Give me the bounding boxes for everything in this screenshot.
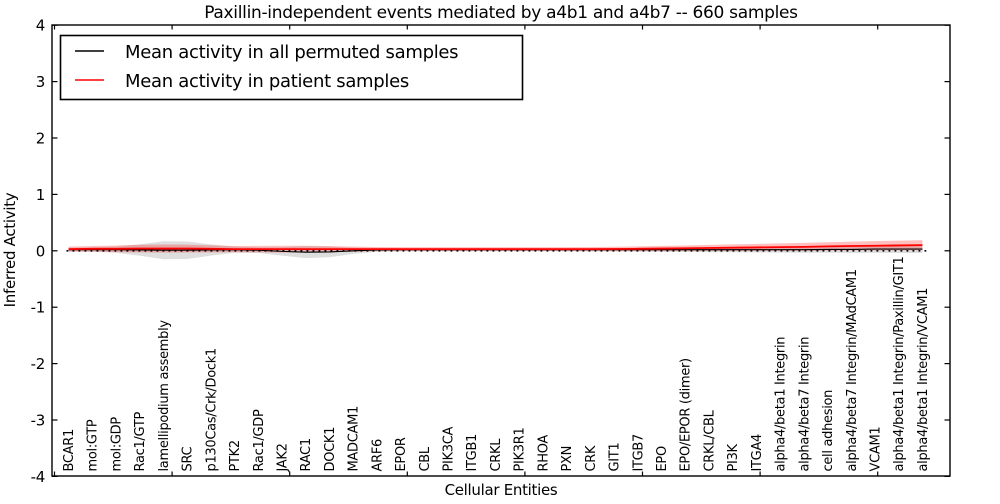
x-tick-label: mol:GTP xyxy=(86,419,101,471)
y-axis-tick-labels: -4 -3 -2 -1 0 1 2 3 4 xyxy=(31,17,46,486)
x-tick-label: Rac1/GDP xyxy=(252,409,267,471)
x-tick-label: alpha4/beta7 Integrin/MAdCAM1 xyxy=(845,269,860,471)
x-tick-label: VCAM1 xyxy=(868,427,883,472)
x-tick-label: lamellipodium assembly xyxy=(157,320,172,472)
x-tick-label: PI3K xyxy=(726,443,741,471)
x-tick-label: DOCK1 xyxy=(323,427,338,472)
y-tick-label: -2 xyxy=(31,355,45,373)
x-tick-label: CBL xyxy=(418,446,433,471)
x-tick-label: MADCAM1 xyxy=(347,406,362,472)
x-axis-tick-labels: BCAR1 mol:GTP mol:GDP Rac1/GTP lamellipodium… xyxy=(62,256,931,472)
y-tick-label: -4 xyxy=(31,468,45,486)
x-tick-label: PIK3R1 xyxy=(513,427,528,471)
x-tick-label: cell adhesion xyxy=(821,390,836,472)
x-tick-label: SRC xyxy=(181,446,196,471)
chart-title: Paxillin-independent events mediated by … xyxy=(204,3,798,23)
x-tick-label: CRK xyxy=(584,445,599,472)
x-tick-label: alpha4/beta1 Integrin/Paxillin/GIT1 xyxy=(892,256,907,471)
x-tick-label: ITGA4 xyxy=(750,434,765,472)
patient-mean-line xyxy=(68,244,923,251)
y-tick-label: 4 xyxy=(36,17,45,35)
y-tick-label: 1 xyxy=(36,186,45,204)
x-tick-label: PXN xyxy=(560,446,575,472)
x-tick-label: GIT1 xyxy=(608,443,623,472)
y-axis-title: Inferred Activity xyxy=(1,192,19,307)
y-tick-label: -3 xyxy=(31,412,45,430)
legend-label-patient: Mean activity in patient samples xyxy=(125,71,409,92)
x-axis-ticks xyxy=(53,25,879,476)
x-tick-label: alpha4/beta1 Integrin xyxy=(774,337,789,472)
x-tick-label: CRKL xyxy=(489,438,504,472)
x-tick-label: ITGB1 xyxy=(465,434,480,472)
x-axis-title: Cellular Entities xyxy=(445,481,558,499)
x-tick-label: CRKL/CBL xyxy=(702,409,717,471)
legend-label-permuted: Mean activity in all permuted samples xyxy=(125,42,458,63)
x-tick-label: p130Cas/Crk/Dock1 xyxy=(204,348,219,471)
x-tick-label: EPOR xyxy=(394,437,409,471)
x-tick-label: mol:GDP xyxy=(109,417,124,472)
x-tick-label: PTK2 xyxy=(228,440,243,471)
y-tick-label: -1 xyxy=(31,299,45,317)
y-tick-label: 2 xyxy=(36,130,45,148)
x-tick-label: RHOA xyxy=(536,435,551,472)
x-tick-label: JAK2 xyxy=(275,443,290,472)
plot-frame xyxy=(51,24,951,477)
permuted-confidence-band xyxy=(68,241,923,260)
x-tick-label: BCAR1 xyxy=(62,429,77,471)
legend-box xyxy=(59,34,524,101)
y-tick-label: 0 xyxy=(36,242,45,260)
x-tick-label: EPO xyxy=(655,446,670,471)
x-tick-label: PIK3CA xyxy=(442,426,457,471)
y-tick-label: 3 xyxy=(36,73,45,91)
x-tick-label: ITGB7 xyxy=(631,434,646,472)
x-tick-label: RAC1 xyxy=(299,438,314,471)
x-tick-label: alpha4/beta7 Integrin xyxy=(797,337,812,472)
x-tick-label: alpha4/beta1 Integrin/VCAM1 xyxy=(916,288,931,472)
legend: Mean activity in all permuted samples Me… xyxy=(59,34,524,101)
x-tick-label: EPO/EPOR (dimer) xyxy=(679,358,694,471)
x-tick-label: Rac1/GTP xyxy=(133,412,148,472)
x-tick-label: ARF6 xyxy=(370,439,385,472)
